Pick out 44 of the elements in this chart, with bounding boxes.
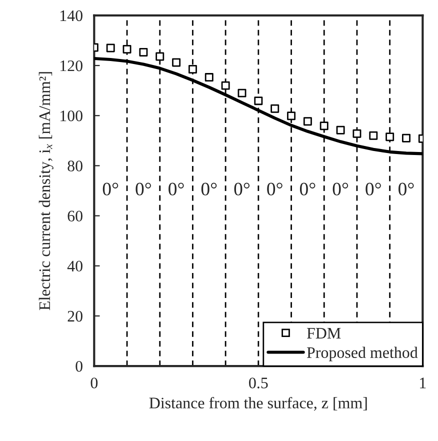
x-axis-title: Distance from the surface, z [mm]: [149, 397, 367, 411]
point: [386, 132, 394, 142]
point: [402, 134, 410, 142]
y-tick-label: 80: [68, 160, 82, 172]
point: [303, 117, 312, 126]
annotation: 0°: [398, 182, 414, 196]
y-tick-label: 60: [68, 210, 82, 222]
point: [106, 44, 115, 52]
y-tick-label: 0: [76, 360, 82, 372]
point: [238, 88, 246, 98]
annotation: 0°: [332, 182, 348, 196]
y-tick-label: 140: [60, 10, 82, 22]
annotation: 0°: [168, 182, 184, 196]
y-tick-label: 100: [60, 110, 82, 122]
annotation: 0°: [267, 182, 282, 196]
point: [352, 129, 362, 138]
annotation: 0°: [136, 182, 151, 196]
annotation: 0°: [234, 182, 250, 196]
y-tick-label: 40: [67, 260, 82, 272]
point: [270, 104, 280, 113]
point: [320, 122, 328, 130]
x-tick-label: 1: [420, 378, 426, 388]
legend-label: FDM: [306, 328, 341, 338]
point: [139, 48, 148, 56]
point: [287, 112, 296, 120]
point: [336, 126, 345, 134]
y-tick-label: 120: [60, 60, 82, 72]
point: [122, 45, 132, 54]
x-tick-label: 0.5: [249, 378, 268, 388]
annotation: 0°: [300, 182, 316, 196]
y-tick-label: 20: [68, 310, 82, 322]
annotation: 0°: [366, 182, 381, 196]
legend-label: Proposed method: [306, 346, 418, 362]
point: [156, 52, 164, 61]
annotation: 0°: [201, 182, 217, 196]
point: [369, 131, 378, 140]
annotation: 0°: [102, 182, 118, 196]
point: [254, 96, 263, 106]
point: [221, 81, 230, 90]
point: [204, 73, 214, 82]
y-axis-title: Electric current density, i$_{x}$ [mA/mm²]: [38, 72, 54, 310]
x-tick-label: 0: [90, 378, 98, 388]
point: [188, 65, 197, 74]
point: [172, 58, 181, 67]
